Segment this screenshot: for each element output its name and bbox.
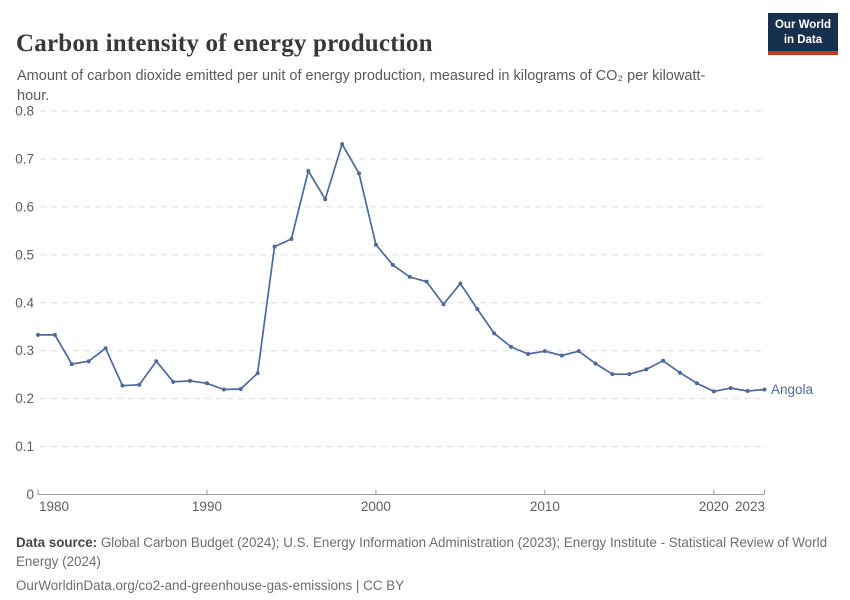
x-axis-tick-label: 2020 — [699, 499, 729, 514]
y-axis-tick-label: 0 — [26, 487, 34, 502]
data-point[interactable] — [576, 349, 581, 354]
data-point[interactable] — [289, 236, 294, 241]
x-axis-tick-label: 1990 — [192, 499, 222, 514]
data-point[interactable] — [154, 359, 159, 364]
y-axis-tick-label: 0.3 — [15, 343, 34, 358]
data-point[interactable] — [69, 362, 74, 367]
data-point[interactable] — [525, 352, 530, 357]
data-point[interactable] — [593, 361, 598, 366]
data-point[interactable] — [661, 358, 666, 363]
data-point[interactable] — [424, 279, 429, 284]
data-point[interactable] — [610, 372, 615, 377]
data-source-label: Data source: — [16, 535, 98, 550]
y-axis-tick-label: 0.5 — [15, 247, 34, 262]
citation-divider: | — [352, 578, 364, 594]
page-title: Carbon intensity of energy production — [16, 29, 433, 57]
x-axis-tick-label: 1980 — [39, 499, 69, 514]
data-point[interactable] — [238, 387, 243, 392]
y-axis-tick-label: 0.2 — [15, 391, 34, 406]
citation-line: OurWorldinData.org/co2-and-greenhouse-ga… — [16, 576, 840, 595]
data-point[interactable] — [644, 367, 649, 372]
data-point[interactable] — [357, 171, 362, 176]
data-point[interactable] — [711, 389, 716, 394]
data-point[interactable] — [559, 353, 564, 358]
owid-logo-line1: Our World — [774, 19, 831, 31]
x-axis-tick-label: 2000 — [361, 499, 391, 514]
data-point[interactable] — [171, 379, 176, 384]
data-point[interactable] — [542, 349, 547, 354]
data-point[interactable] — [340, 142, 345, 147]
data-point[interactable] — [458, 281, 463, 286]
data-point[interactable] — [373, 242, 378, 247]
y-axis-tick-label: 0.4 — [15, 295, 34, 310]
y-axis-tick-label: 0.8 — [15, 104, 34, 119]
data-point[interactable] — [475, 306, 480, 311]
data-point[interactable] — [36, 332, 40, 337]
data-point[interactable] — [728, 386, 733, 391]
chart-footer: Data source: Global Carbon Budget (2024)… — [16, 533, 840, 595]
data-point[interactable] — [120, 383, 125, 388]
data-point[interactable] — [694, 381, 699, 386]
x-axis-tick-label: 2010 — [530, 499, 560, 514]
y-axis-tick-label: 0.7 — [15, 151, 34, 166]
data-point[interactable] — [103, 346, 108, 351]
data-point[interactable] — [306, 168, 311, 173]
data-point[interactable] — [762, 387, 767, 392]
data-point[interactable] — [188, 378, 193, 383]
x-axis-tick-label: 2023 — [735, 499, 765, 514]
data-point[interactable] — [390, 262, 395, 267]
data-point[interactable] — [407, 274, 412, 279]
data-point[interactable] — [204, 381, 209, 386]
data-point[interactable] — [627, 372, 632, 377]
owid-logo-line2: in Data — [783, 33, 823, 46]
data-point[interactable] — [441, 302, 446, 307]
series-line-angola[interactable] — [37, 143, 766, 393]
data-point[interactable] — [52, 332, 57, 337]
entity-label-angola[interactable]: Angola — [771, 382, 814, 397]
data-source-text: Global Carbon Budget (2024); U.S. Energy… — [16, 535, 828, 570]
data-point[interactable] — [678, 370, 683, 375]
license-label: CC BY — [363, 578, 405, 594]
y-axis-tick-label: 0.1 — [15, 439, 34, 454]
chart-canvas[interactable]: 0 0.1 0.2 0.3 0.4 0.5 0.6 0.7 0.8 1980 1990 2000 201… — [0, 95, 850, 525]
owid-logo[interactable]: Our World in Data — [767, 13, 838, 55]
owid-url-link[interactable]: OurWorldinData.org/co2-and-greenhouse-ga… — [16, 578, 353, 594]
data-point[interactable] — [492, 331, 497, 336]
data-point[interactable] — [272, 244, 277, 249]
data-point[interactable] — [137, 382, 142, 387]
chart-subtitle: Amount of carbon dioxide emitted per uni… — [17, 67, 706, 104]
data-point[interactable] — [509, 344, 514, 349]
data-point[interactable] — [86, 359, 91, 364]
data-point[interactable] — [255, 371, 260, 376]
y-axis-tick-label: 0.6 — [15, 199, 34, 214]
data-point[interactable] — [323, 197, 328, 202]
data-source-line: Data source: Global Carbon Budget (2024)… — [16, 533, 840, 571]
data-point[interactable] — [221, 387, 226, 392]
data-point[interactable] — [745, 388, 750, 393]
